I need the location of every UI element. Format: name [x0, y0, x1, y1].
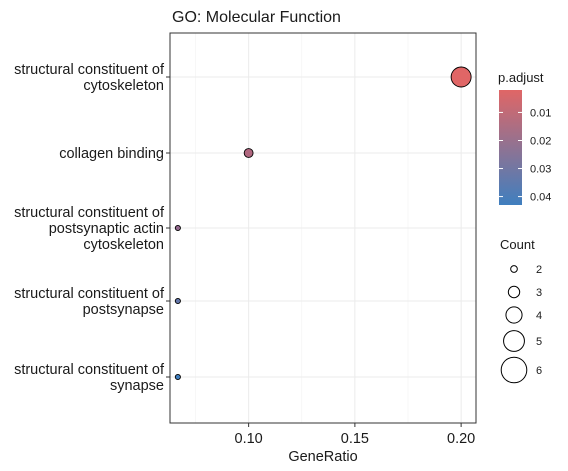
y-tick-label: collagen binding	[59, 146, 164, 162]
data-point	[174, 373, 181, 381]
color-legend-label: 0.03	[530, 164, 551, 176]
chart-title: GO: Molecular Function	[172, 9, 341, 26]
y-axis-labels: structural constituent ofcytoskeletoncol…	[14, 62, 170, 394]
color-legend-label: 0.01	[530, 107, 551, 119]
x-tick-label: 0.10	[235, 431, 263, 447]
size-legend: Count 2 3 4 5 6	[500, 237, 542, 384]
y-tick-label: structural constituent of	[14, 62, 165, 78]
color-legend-label: 0.02	[530, 135, 551, 147]
grid-lines	[170, 33, 476, 423]
y-tick-label: structural constituent of	[14, 362, 165, 378]
x-tick-label: 0.20	[447, 431, 475, 447]
y-tick-label: cytoskeleton	[83, 237, 164, 253]
size-legend-title: Count	[500, 237, 535, 252]
y-tick-label: synapse	[110, 378, 164, 394]
size-legend-circle	[507, 285, 521, 299]
data-point	[174, 297, 181, 305]
data-point	[174, 224, 181, 232]
x-tick-label: 0.15	[341, 431, 369, 447]
color-legend: p.adjust 0.01 0.02 0.03 0.04	[498, 70, 551, 205]
size-legend-label: 5	[536, 336, 542, 348]
size-legend-circle	[503, 330, 525, 352]
size-legend-label: 4	[536, 310, 542, 322]
data-point	[450, 66, 472, 88]
size-legend-circle	[505, 306, 523, 324]
x-axis: 0.10 0.15 0.20	[235, 423, 475, 447]
y-tick-label: postsynapse	[83, 302, 164, 318]
y-tick-label: postsynaptic actin	[49, 221, 164, 237]
y-tick-label: cytoskeleton	[83, 78, 164, 94]
size-legend-circle	[500, 356, 528, 384]
color-legend-title: p.adjust	[498, 70, 544, 85]
y-tick-label: structural constituent of	[14, 286, 165, 302]
x-axis-title: GeneRatio	[288, 449, 357, 465]
size-legend-label: 6	[536, 365, 542, 377]
size-legend-label: 3	[536, 287, 542, 299]
data-points	[174, 66, 472, 381]
color-bar	[499, 90, 522, 205]
size-legend-circle	[510, 265, 518, 273]
data-point	[243, 148, 254, 158]
color-legend-label: 0.04	[530, 192, 551, 204]
y-tick-label: structural constituent of	[14, 205, 165, 221]
size-legend-label: 2	[536, 264, 542, 276]
